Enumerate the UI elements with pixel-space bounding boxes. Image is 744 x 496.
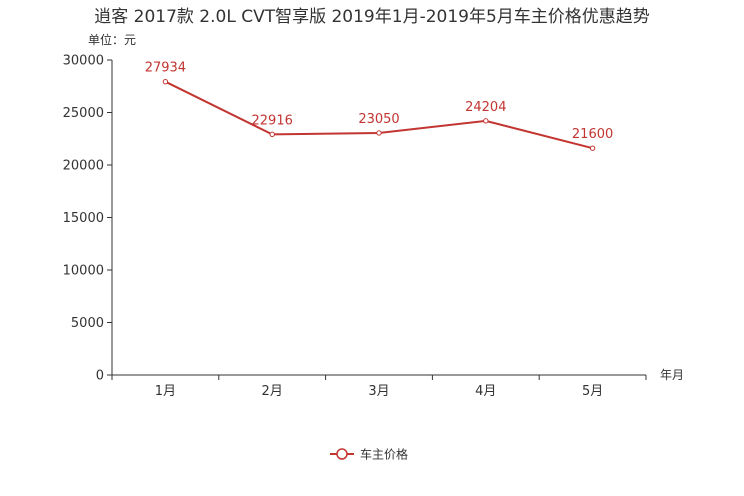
legend-label: 车主价格 [360, 447, 408, 462]
data-label: 27934 [145, 61, 186, 76]
series-group: 27934 22916 23050 24204 21600 [145, 61, 613, 151]
x-tick-label: 2月 [262, 384, 283, 399]
y-tick-label: 25000 [63, 106, 104, 121]
chart-title: 逍客 2017款 2.0L CVT智享版 2019年1月-2019年5月车主价格… [94, 7, 650, 27]
data-point [162, 78, 169, 85]
data-label: 21600 [572, 127, 613, 142]
y-axis: 0 5000 10000 15000 20000 25000 30000 [63, 54, 113, 384]
x-tick-label: 4月 [475, 384, 496, 399]
data-label: 24204 [465, 100, 506, 115]
y-tick-label: 5000 [71, 316, 104, 331]
data-point [376, 130, 382, 136]
legend-circle-icon [336, 448, 348, 460]
y-axis-unit-label: 单位：元 [88, 32, 136, 47]
x-axis: 1月 2月 3月 4月 5月 [111, 374, 647, 399]
y-tick-label: 30000 [63, 54, 104, 69]
x-tick-label: 1月 [155, 384, 176, 399]
y-tick-label: 0 [96, 369, 104, 384]
data-label: 23050 [358, 112, 399, 127]
legend[interactable]: 车主价格 [330, 447, 408, 462]
x-axis-name: 年月 [660, 368, 684, 382]
data-point [269, 131, 275, 138]
x-tick-label: 3月 [368, 384, 389, 399]
y-tick-label: 10000 [63, 264, 104, 279]
x-tick-label: 5月 [582, 384, 603, 399]
y-tick-label: 15000 [63, 211, 104, 226]
data-point [589, 145, 596, 151]
data-label: 22916 [252, 113, 293, 128]
data-point [483, 118, 489, 124]
y-tick-label: 20000 [63, 159, 104, 174]
